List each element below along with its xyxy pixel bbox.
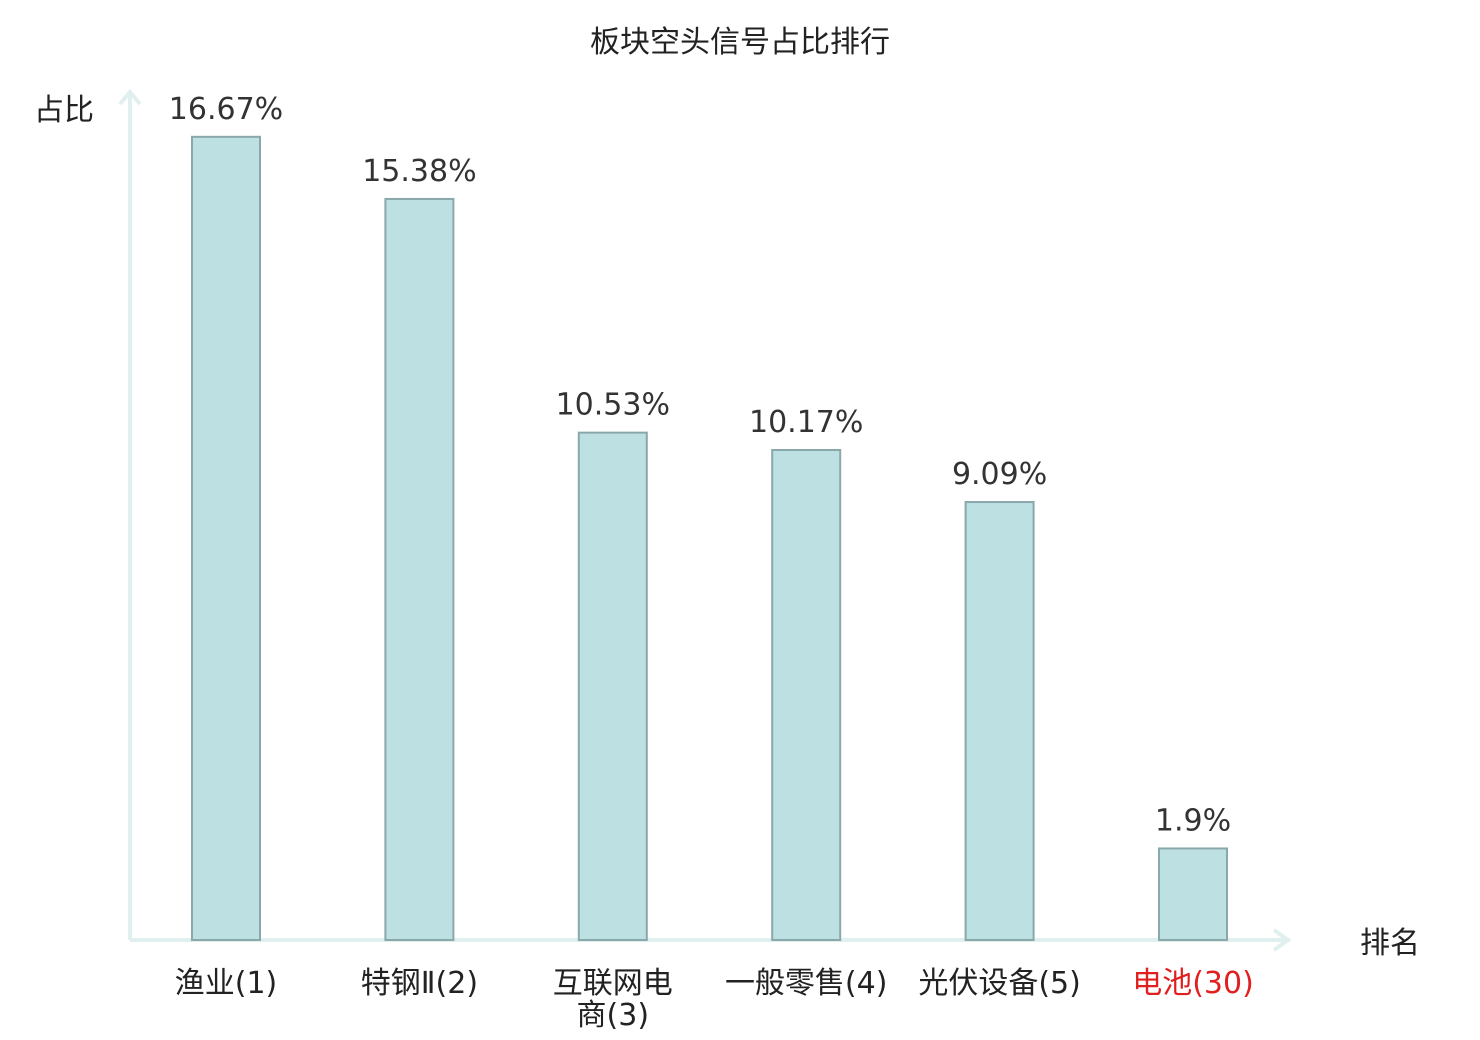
x-axis-arrow bbox=[1272, 928, 1292, 952]
category-label-5: 电池(30) bbox=[1132, 966, 1254, 1001]
category-label-line: 电池(30) bbox=[1132, 966, 1254, 1001]
value-label-1: 15.38% bbox=[362, 154, 476, 189]
category-label-2: 互联网电商(3) bbox=[553, 966, 673, 1033]
category-label-1: 特钢Ⅱ(2) bbox=[361, 966, 478, 1001]
category-label-line: 渔业(1) bbox=[175, 966, 278, 1001]
category-label-line: 特钢Ⅱ(2) bbox=[361, 966, 478, 1001]
value-label-0: 16.67% bbox=[169, 92, 283, 127]
chart-title: 板块空头信号占比排行 bbox=[590, 25, 890, 60]
bar-4 bbox=[964, 501, 1035, 941]
bars-group bbox=[191, 135, 1228, 942]
category-label-3: 一般零售(4) bbox=[725, 966, 888, 1001]
value-labels-group: 16.67% 15.38% 10.53% 10.17% 9.09% 1.9% bbox=[169, 92, 1231, 839]
value-label-4: 9.09% bbox=[952, 457, 1047, 492]
bar-0 bbox=[191, 135, 261, 942]
category-labels-group: 渔业(1) 特钢Ⅱ(2) 互联网电商(3) 一般零售(4) 光伏设备(5) 电池(30) bbox=[175, 966, 1254, 1033]
value-label-3: 10.17% bbox=[749, 405, 863, 440]
category-label-0: 渔业(1) bbox=[175, 966, 278, 1001]
value-label-2: 10.53% bbox=[556, 388, 670, 423]
category-label-line: 互联网电 bbox=[553, 966, 673, 1001]
bar-2 bbox=[577, 431, 648, 941]
x-axis-title: 排名 bbox=[1360, 926, 1420, 961]
y-axis-arrow bbox=[118, 88, 142, 106]
category-label-line: 商(3) bbox=[577, 998, 650, 1033]
bar-3 bbox=[771, 448, 842, 941]
category-label-4: 光伏设备(5) bbox=[918, 966, 1081, 1001]
bar-1 bbox=[384, 197, 455, 942]
bar-5 bbox=[1158, 847, 1228, 941]
category-label-line: 光伏设备(5) bbox=[918, 966, 1081, 1001]
value-label-5: 1.9% bbox=[1155, 803, 1231, 838]
y-axis-title: 占比 bbox=[34, 93, 94, 128]
category-label-line: 一般零售(4) bbox=[725, 966, 888, 1001]
